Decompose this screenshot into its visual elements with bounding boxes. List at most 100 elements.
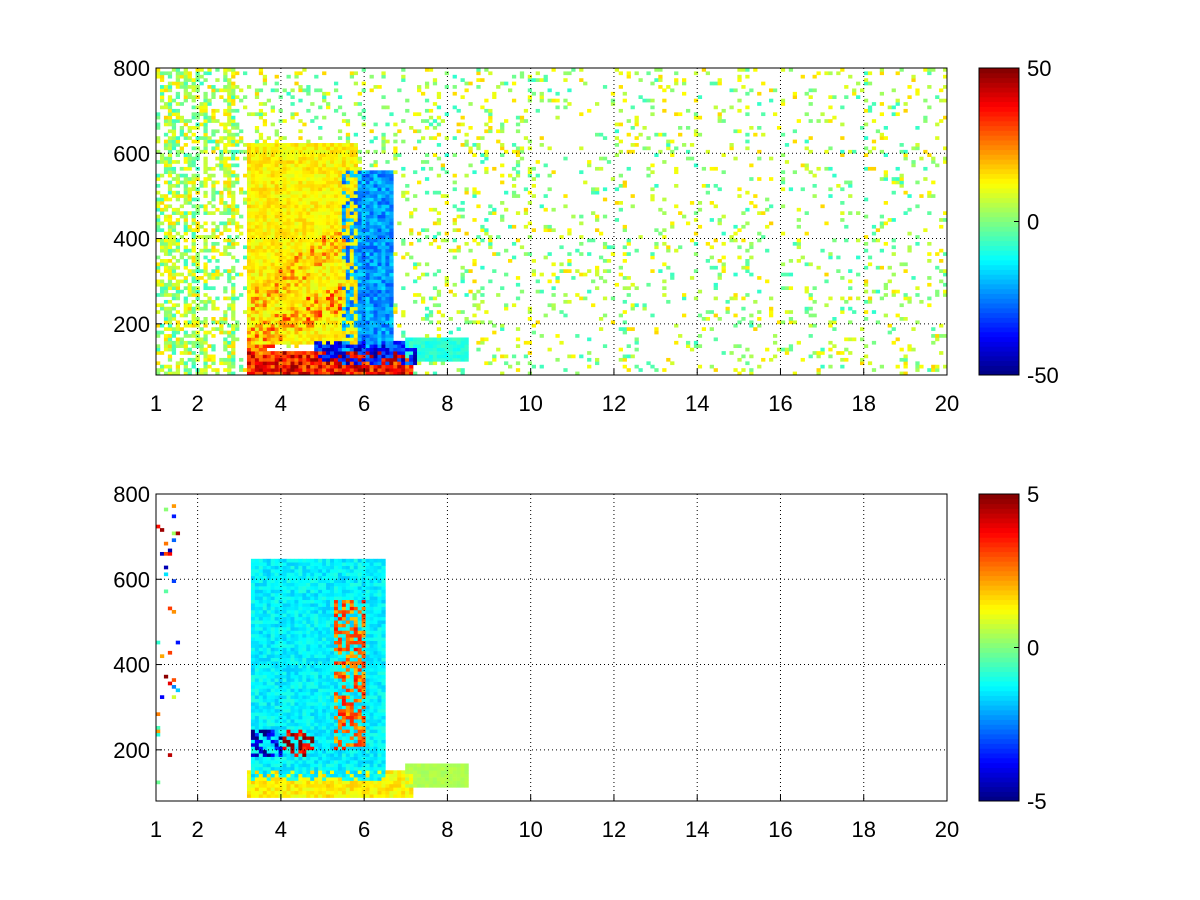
heatmap-cell	[330, 190, 335, 195]
heatmap-cell	[385, 334, 390, 338]
heatmap-cell	[326, 163, 331, 168]
heatmap-cell	[357, 357, 362, 362]
heatmap-cell	[278, 221, 283, 226]
heatmap-cell	[330, 149, 335, 154]
heatmap-cell	[314, 218, 319, 222]
heatmap-cell	[345, 330, 351, 335]
heatmap-cell	[666, 146, 671, 151]
heatmap-cell	[436, 310, 442, 314]
heatmap-cell	[697, 334, 703, 338]
heatmap-cell	[500, 146, 505, 151]
heatmap-cell	[270, 214, 275, 219]
heatmap-cell	[361, 279, 366, 284]
heatmap-cell	[460, 115, 465, 120]
heatmap-cell	[401, 238, 406, 243]
heatmap-cell	[262, 347, 268, 352]
heatmap-cell	[231, 351, 236, 355]
heatmap-cell	[440, 361, 446, 366]
heatmap-cell	[397, 88, 402, 93]
heatmap-cell	[195, 317, 200, 321]
heatmap-cell	[456, 207, 461, 212]
heatmap-cell	[365, 293, 370, 297]
heatmap-cell	[341, 306, 347, 311]
heatmap-cell	[780, 180, 786, 185]
heatmap-cell	[365, 286, 370, 291]
heatmap-cell	[460, 310, 465, 314]
heatmap-cell	[175, 102, 181, 106]
heatmap-cell	[326, 265, 331, 270]
heatmap-cell	[579, 272, 584, 277]
heatmap-cell	[187, 211, 192, 215]
heatmap-cell	[318, 125, 323, 130]
heatmap-cell	[219, 160, 224, 164]
heatmap-cell	[254, 194, 260, 198]
heatmap-cell	[246, 361, 252, 366]
heatmap-cell	[322, 245, 327, 250]
heatmap-cell	[219, 149, 224, 154]
heatmap-cell	[389, 269, 394, 273]
heatmap-cell	[622, 228, 627, 233]
heatmap-cell	[749, 177, 754, 181]
heatmap-cell	[302, 361, 307, 366]
heatmap-cell	[171, 143, 177, 147]
heatmap-cell	[171, 194, 177, 198]
heatmap-cell	[302, 221, 307, 226]
heatmap-cell	[326, 204, 331, 209]
heatmap-cell	[682, 81, 687, 86]
heatmap-cell	[274, 286, 279, 291]
heatmap-cell	[306, 252, 311, 256]
heatmap-cell	[199, 149, 204, 154]
heatmap-cell	[270, 340, 275, 345]
heatmap-cell	[322, 303, 327, 308]
heatmap-cell	[294, 81, 299, 86]
heatmap-cell	[266, 320, 271, 325]
heatmap-cell	[183, 306, 188, 311]
heatmap-cell	[345, 228, 351, 233]
heatmap-cell	[389, 224, 394, 229]
heatmap-cell	[333, 337, 339, 342]
heatmap-cell	[345, 238, 351, 243]
heatmap-cell	[515, 211, 521, 215]
heatmap-cell	[373, 323, 378, 328]
heatmap-cell	[274, 170, 279, 175]
heatmap-cell	[203, 265, 208, 270]
heatmap-cell	[262, 361, 268, 366]
heatmap-cell	[345, 207, 351, 212]
heatmap-cell	[757, 102, 762, 106]
heatmap-cell	[227, 235, 232, 239]
heatmap-cell	[282, 313, 287, 318]
heatmap-cell	[820, 248, 825, 253]
heatmap-cell	[227, 88, 232, 93]
heatmap-cell	[294, 286, 299, 291]
heatmap-cell	[246, 245, 252, 250]
heatmap-cell	[749, 272, 754, 277]
heatmap-cell	[511, 303, 517, 308]
heatmap-cell	[286, 327, 291, 331]
heatmap-cell	[341, 289, 347, 294]
heatmap-cell	[357, 197, 362, 202]
heatmap-cell	[796, 224, 801, 229]
heatmap-cell	[341, 354, 347, 359]
heatmap-cell	[389, 317, 394, 321]
heatmap-cell	[598, 255, 604, 260]
heatmap-cell	[175, 248, 181, 253]
heatmap-cell	[357, 170, 362, 175]
heatmap-cell	[278, 218, 283, 222]
heatmap-cell	[361, 248, 366, 253]
heatmap-cell	[333, 323, 339, 328]
heatmap-cell	[163, 166, 169, 171]
heatmap-cell	[337, 371, 343, 376]
heatmap-cell	[187, 136, 192, 140]
heatmap-cell	[531, 177, 536, 181]
heatmap-cell	[203, 340, 208, 345]
heatmap-cell	[420, 344, 426, 349]
heatmap-cell	[345, 204, 351, 209]
heatmap-cell	[306, 218, 311, 222]
heatmap-cell	[488, 245, 493, 250]
heatmap-cell	[373, 286, 378, 291]
heatmap-cell	[345, 371, 351, 376]
heatmap-cell	[191, 272, 196, 277]
heatmap-cell	[456, 228, 461, 233]
heatmap-cell	[381, 197, 386, 202]
heatmap-cell	[757, 156, 762, 161]
